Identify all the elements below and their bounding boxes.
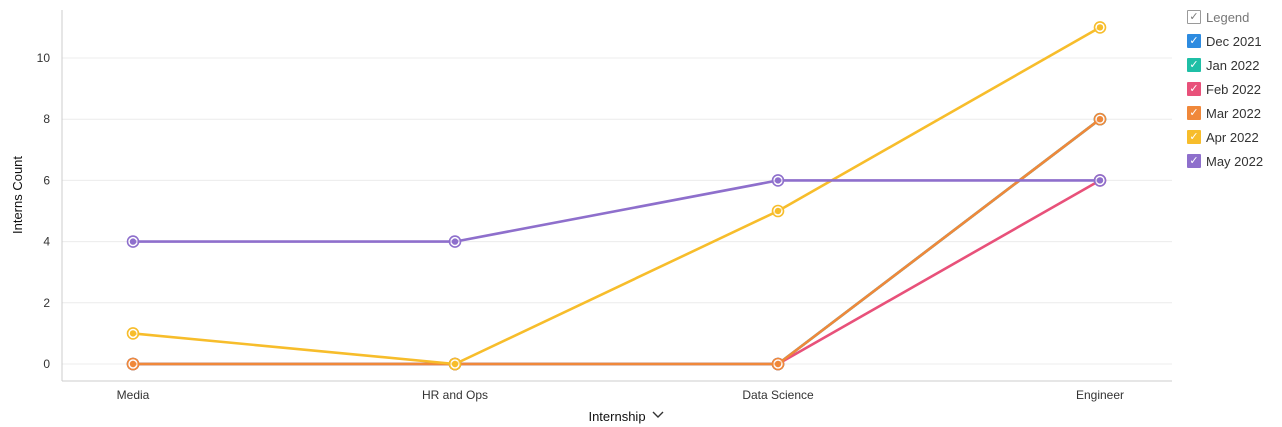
checkbox-icon[interactable]: ✓ <box>1187 154 1201 168</box>
checkbox-icon[interactable]: ✓ <box>1187 34 1201 48</box>
legend-toggle-all[interactable]: ✓ Legend <box>1187 5 1279 29</box>
series-lines <box>126 21 1107 371</box>
x-tick-label: Engineer <box>1076 388 1124 402</box>
data-point-core <box>451 238 459 245</box>
checkbox-icon[interactable]: ✓ <box>1187 10 1201 24</box>
series-may-2022 <box>126 174 1107 248</box>
legend-label: Apr 2022 <box>1206 129 1259 145</box>
y-tick-label: 0 <box>43 357 50 371</box>
data-point-core <box>129 238 137 245</box>
series-line <box>133 118 1101 366</box>
legend-item[interactable]: ✓ Dec 2021 <box>1187 29 1279 53</box>
legend-item[interactable]: ✓ May 2022 <box>1187 149 1279 173</box>
chevron-down-icon[interactable] <box>652 411 664 418</box>
checkbox-icon[interactable]: ✓ <box>1187 130 1201 144</box>
x-tick-label: HR and Ops <box>422 388 488 402</box>
legend: ✓ Legend ✓ Dec 2021 ✓ Jan 2022 ✓ Feb 2022 ✓ Mar… <box>1187 5 1279 173</box>
series-feb-2022 <box>126 174 1107 371</box>
checkbox-icon[interactable]: ✓ <box>1187 106 1201 120</box>
legend-item[interactable]: ✓ Jan 2022 <box>1187 53 1279 77</box>
checkbox-icon[interactable]: ✓ <box>1187 58 1201 72</box>
y-tick-label: 4 <box>43 235 50 249</box>
x-tick-label: Data Science <box>742 388 814 402</box>
data-point-core <box>451 360 459 368</box>
y-tick-label: 8 <box>43 112 50 126</box>
data-point-core <box>129 360 137 368</box>
checkbox-icon[interactable]: ✓ <box>1187 82 1201 96</box>
x-tick-labels: Media HR and Ops Data Science Engineer <box>117 388 1124 402</box>
data-point-core <box>774 360 782 368</box>
legend-label: May 2022 <box>1206 153 1264 169</box>
series-line <box>133 179 1100 243</box>
legend-title: Legend <box>1206 9 1250 25</box>
data-point-core <box>774 207 782 215</box>
x-axis-title[interactable]: Internship <box>588 409 645 424</box>
y-tick-label: 2 <box>43 296 50 310</box>
data-point-core <box>1096 177 1104 184</box>
x-axis-title-group[interactable]: Internship <box>588 409 664 424</box>
series-line <box>132 26 1101 366</box>
legend-item[interactable]: ✓ Mar 2022 <box>1187 101 1279 125</box>
y-tick-labels: 0 2 4 6 8 10 <box>37 51 51 371</box>
legend-label: Dec 2021 <box>1206 33 1262 49</box>
y-tick-label: 6 <box>43 173 50 187</box>
axes <box>61 10 1172 382</box>
y-axis-title: Interns Count <box>10 156 25 234</box>
legend-item[interactable]: ✓ Apr 2022 <box>1187 125 1279 149</box>
series-apr-2022 <box>126 21 1107 371</box>
y-tick-label: 10 <box>37 51 51 65</box>
data-point-core <box>774 177 782 184</box>
series-line <box>133 179 1101 366</box>
legend-item[interactable]: ✓ Feb 2022 <box>1187 77 1279 101</box>
legend-label: Jan 2022 <box>1206 57 1260 73</box>
legend-label: Feb 2022 <box>1206 81 1261 97</box>
data-point-core <box>1096 116 1104 123</box>
x-tick-label: Media <box>117 388 150 402</box>
legend-label: Mar 2022 <box>1206 105 1261 121</box>
data-point-core <box>1096 24 1104 31</box>
data-point-core <box>129 330 137 337</box>
